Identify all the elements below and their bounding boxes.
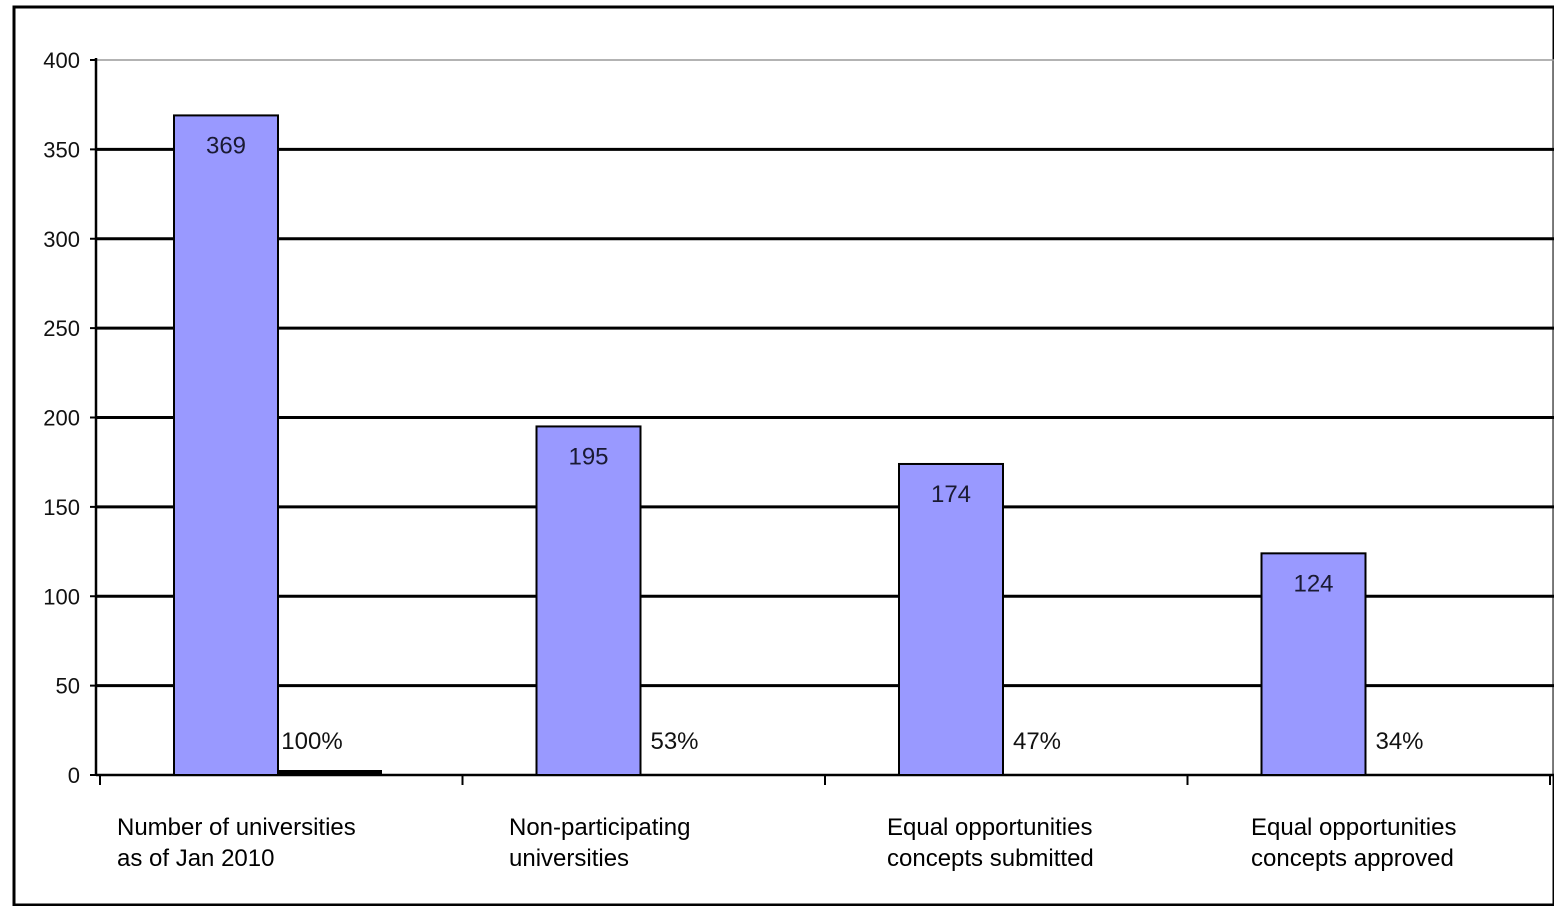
y-tick-label: 250 bbox=[43, 316, 80, 341]
y-tick-label: 300 bbox=[43, 227, 80, 252]
category-label-3: Equal opportunities concepts approved bbox=[1251, 814, 1457, 872]
category-label-2: Equal opportunities concepts submitted bbox=[887, 814, 1094, 872]
y-tick-label: 50 bbox=[56, 674, 80, 699]
percent-label-3: 34% bbox=[1375, 728, 1423, 755]
chart-frame bbox=[12, 5, 1554, 906]
percent-label-2: 47% bbox=[1013, 728, 1061, 755]
bar-value-label-2: 174 bbox=[931, 481, 971, 508]
y-tick-label: 100 bbox=[43, 584, 80, 609]
y-tick-label: 150 bbox=[43, 495, 80, 520]
category-label-1: Non-participating universities bbox=[509, 814, 691, 872]
category-label-0: Number of universities as of Jan 2010 bbox=[117, 814, 356, 872]
bar-2 bbox=[898, 462, 1004, 776]
bar-3 bbox=[1260, 552, 1367, 776]
bar-0 bbox=[173, 114, 279, 777]
percent-label-0: 100% bbox=[281, 728, 342, 755]
y-tick-label: 350 bbox=[43, 137, 80, 162]
bar-value-label-3: 124 bbox=[1293, 570, 1333, 597]
bar-1 bbox=[535, 425, 642, 776]
percent-label-1: 53% bbox=[650, 728, 698, 755]
y-tick-label: 400 bbox=[43, 48, 80, 73]
y-tick-label: 0 bbox=[68, 763, 80, 788]
bar-value-label-0: 369 bbox=[206, 132, 246, 159]
y-tick-label: 200 bbox=[43, 406, 80, 431]
bar-value-label-1: 195 bbox=[568, 443, 608, 470]
percent-bar-0 bbox=[278, 770, 382, 775]
